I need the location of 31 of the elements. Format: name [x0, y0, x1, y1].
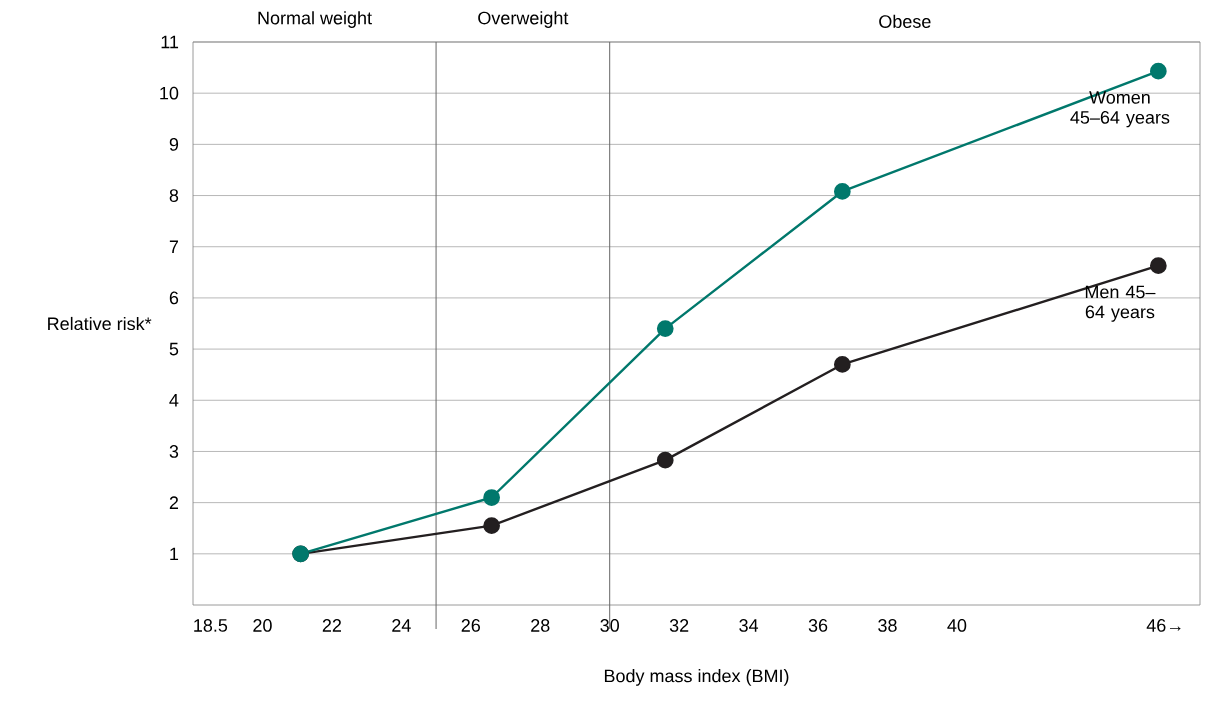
y-tick-label: 6 — [169, 291, 179, 305]
x-tick-label: 20 — [253, 619, 272, 632]
x-tick-label: 34 — [739, 619, 759, 632]
x-tick-label: 18.5 — [194, 619, 228, 632]
y-tick-label: 11 — [161, 35, 179, 49]
text: Normal weight — [258, 11, 372, 28]
x-tick-label: 36 — [808, 619, 828, 632]
x-tick-label: 40 — [947, 619, 967, 632]
text: Obese — [879, 14, 931, 28]
y-tick-label: 5 — [169, 342, 179, 356]
series-label: Men 45–64 years — [1085, 285, 1156, 322]
text: Overweight — [478, 11, 569, 28]
x-tick-label: 46→ — [1146, 619, 1181, 632]
x-tick-label: 22 — [322, 619, 341, 632]
y-tick-label: 8 — [169, 189, 179, 202]
y-tick-label: 1 — [170, 547, 179, 561]
x-tick-label: 24 — [392, 619, 411, 632]
x-tick-label: 38 — [878, 619, 897, 632]
y-tick-label: 7 — [169, 240, 179, 253]
x-tick-label: 28 — [531, 619, 550, 632]
series-label: Women 45–64 years — [1070, 91, 1170, 128]
x-tick-label: 32 — [669, 619, 689, 632]
y-tick-label: 2 — [169, 496, 179, 509]
y-tick-label: 3 — [169, 445, 179, 458]
y-tick-label: 4 — [169, 394, 179, 407]
x-tick-label: 26 — [461, 619, 481, 632]
x-tick-label: 30 — [600, 619, 619, 632]
y-tick-label: 9 — [169, 137, 179, 151]
x-axis-title: Body mass index (BMI) — [604, 669, 789, 686]
y-tick-label: 10 — [160, 86, 179, 100]
y-axis-title: Relative risk* — [48, 316, 152, 331]
